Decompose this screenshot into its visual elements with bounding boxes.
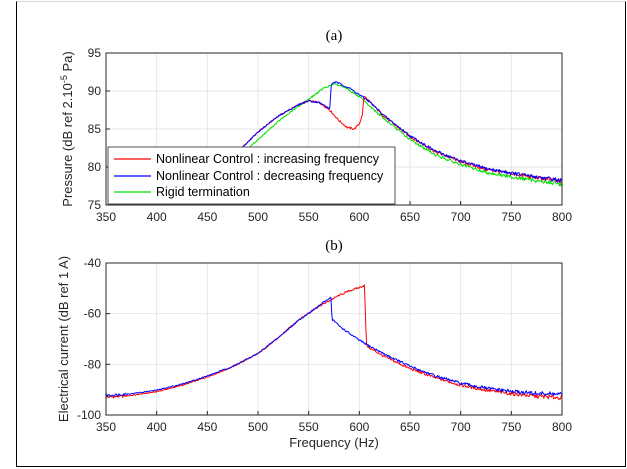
panel-a-x-tick-label: 550 bbox=[299, 210, 319, 224]
panel-a-y-tick-label: 75 bbox=[88, 198, 102, 212]
panel-a-ticks: 350 400 450 500 550 600 650 700 750 800 75 80 85 90 95 bbox=[88, 46, 573, 224]
panel-a-series bbox=[222, 81, 562, 187]
legend: Nonlinear Control : increasing frequency… bbox=[107, 146, 396, 205]
panel-a-series-2 bbox=[247, 83, 562, 187]
panel-b-grid bbox=[105, 262, 563, 416]
panel-b-title: (b) bbox=[325, 238, 343, 254]
panel-a-y-tick-label: 95 bbox=[88, 46, 102, 60]
panel-b-y-tick-label: -40 bbox=[84, 256, 102, 270]
panel-b-x-tick-label: 700 bbox=[451, 420, 471, 434]
panel-a-title: (a) bbox=[326, 28, 343, 44]
panel-b-x-tick-label: 450 bbox=[197, 420, 217, 434]
panel-b-y-tick-label: -100 bbox=[77, 408, 101, 422]
panel-a-x-tick-label: 500 bbox=[248, 210, 268, 224]
panel-a-y-tick-label: 85 bbox=[88, 122, 102, 136]
panel-a-x-tick-label: 400 bbox=[147, 210, 167, 224]
panel-b-series-0 bbox=[106, 284, 562, 401]
panel-b-x-tick-label: 600 bbox=[349, 420, 369, 434]
panel-a-x-tick-label: 800 bbox=[552, 210, 572, 224]
panel-b-ticks: 350 400 450 500 550 600 650 700 750 800 -100 -80 -60… bbox=[77, 256, 572, 434]
panel-a-y-tick-label: 80 bbox=[88, 160, 102, 174]
panel-a: 350 400 450 500 550 600 650 700 750 800 75 80 85 90 95… bbox=[59, 28, 572, 224]
panel-b-x-tick-label: 550 bbox=[299, 420, 319, 434]
legend-label-decreasing: Nonlinear Control : decreasing frequency bbox=[156, 169, 384, 183]
panel-b-y-tick-label: -60 bbox=[84, 307, 102, 321]
panel-b-x-tick-label: 750 bbox=[501, 420, 521, 434]
panel-a-x-tick-label: 700 bbox=[451, 210, 471, 224]
panel-a-x-tick-label: 350 bbox=[96, 210, 116, 224]
panel-b-series-1 bbox=[106, 296, 562, 397]
panel-b-axes-box bbox=[105, 262, 563, 416]
legend-label-increasing: Nonlinear Control : increasing frequency bbox=[156, 152, 380, 166]
panel-a-y-tick-label: 90 bbox=[88, 84, 102, 98]
panel-a-x-tick-label: 650 bbox=[400, 210, 420, 224]
panel-b-series bbox=[106, 284, 562, 401]
panel-a-x-tick-label: 600 bbox=[349, 210, 369, 224]
panel-a-x-tick-label: 450 bbox=[197, 210, 217, 224]
figure-frame bbox=[16, 1, 626, 467]
panel-a-x-tick-label: 750 bbox=[501, 210, 521, 224]
panel-b-y-axis-label: Electrical current (dB ref 1 A) bbox=[56, 256, 71, 422]
panel-b-y-tick-label: -80 bbox=[84, 357, 102, 371]
panel-b: 350 400 450 500 550 600 650 700 750 800 -100 -80 -60… bbox=[56, 238, 572, 450]
legend-label-rigid: Rigid termination bbox=[156, 185, 250, 199]
panel-b-x-tick-label: 800 bbox=[552, 420, 572, 434]
panel-b-x-tick-label: 400 bbox=[147, 420, 167, 434]
panel-b-x-tick-label: 650 bbox=[400, 420, 420, 434]
legend-box bbox=[107, 146, 396, 205]
panel-b-x-tick-label: 500 bbox=[248, 420, 268, 434]
panel-b-x-axis-label: Frequency (Hz) bbox=[289, 435, 379, 450]
panel-a-series-1 bbox=[222, 81, 562, 183]
panel-b-x-tick-label: 350 bbox=[96, 420, 116, 434]
panel-a-y-axis-label: Pressure (dB ref 2.10-5 Pa) bbox=[59, 51, 75, 206]
